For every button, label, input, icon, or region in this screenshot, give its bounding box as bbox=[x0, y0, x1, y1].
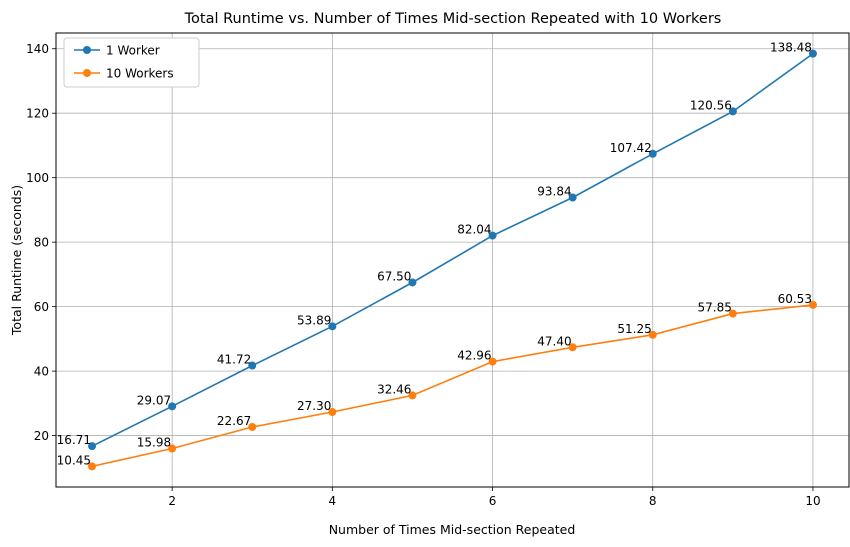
legend: 1 Worker 10 Workers bbox=[63, 37, 200, 88]
x-axis-label: Number of Times Mid-section Repeated bbox=[329, 522, 576, 537]
data-point bbox=[168, 402, 177, 411]
data-label: 57.85 bbox=[697, 301, 731, 315]
plot-frame bbox=[55, 32, 850, 488]
x-tick-label: 6 bbox=[489, 494, 497, 508]
data-point bbox=[808, 300, 817, 309]
data-label: 82.04 bbox=[457, 223, 491, 237]
series-line-1-worker bbox=[91, 52, 814, 447]
data-label: 60.53 bbox=[778, 292, 812, 306]
x-tick-label: 2 bbox=[168, 494, 176, 508]
data-point bbox=[88, 462, 97, 471]
x-tick-label: 8 bbox=[649, 494, 657, 508]
data-label: 51.25 bbox=[617, 322, 651, 336]
data-point bbox=[248, 361, 257, 370]
y-tick-label: 100 bbox=[26, 171, 49, 185]
data-point bbox=[408, 278, 417, 287]
data-point bbox=[568, 343, 577, 352]
data-point bbox=[648, 149, 657, 158]
data-point bbox=[328, 408, 337, 417]
chart-title: Total Runtime vs. Number of Times Mid-se… bbox=[184, 11, 722, 27]
axes bbox=[55, 32, 850, 488]
data-point bbox=[488, 231, 497, 240]
data-label: 15.98 bbox=[137, 436, 171, 450]
data-point bbox=[728, 107, 737, 116]
legend-marker-1-worker bbox=[83, 46, 91, 54]
data-label: 67.50 bbox=[377, 269, 411, 283]
data-point bbox=[408, 391, 417, 400]
data-label: 120.56 bbox=[690, 98, 732, 112]
data-point bbox=[728, 309, 737, 318]
data-label: 138.48 bbox=[770, 41, 812, 55]
series-layer: 16.71 29.07 41.72 53.89 67.50 82.04 93.84 107.4… bbox=[57, 41, 817, 471]
y-tick-label: 60 bbox=[34, 300, 49, 314]
x-tick-label: 4 bbox=[329, 494, 337, 508]
legend-label-1-worker: 1 Worker bbox=[106, 44, 160, 58]
y-tick-label: 140 bbox=[26, 42, 49, 56]
data-label: 42.96 bbox=[457, 349, 491, 363]
data-point bbox=[168, 444, 177, 453]
data-label: 41.72 bbox=[217, 353, 251, 367]
data-label: 22.67 bbox=[217, 414, 251, 428]
data-label: 47.40 bbox=[537, 334, 571, 348]
data-label: 93.84 bbox=[537, 185, 571, 199]
legend-label-10-workers: 10 Workers bbox=[106, 67, 174, 81]
y-tick-label: 40 bbox=[34, 365, 49, 379]
data-point bbox=[648, 330, 657, 339]
data-label: 29.07 bbox=[137, 393, 171, 407]
legend-marker-10-workers bbox=[83, 69, 91, 77]
data-point bbox=[488, 357, 497, 366]
series-1-worker: 16.71 29.07 41.72 53.89 67.50 82.04 93.84 107.4… bbox=[57, 41, 817, 451]
data-label: 107.42 bbox=[610, 141, 652, 155]
series-line-10-workers bbox=[91, 304, 814, 468]
data-point bbox=[248, 422, 257, 431]
y-tick-label: 80 bbox=[34, 236, 49, 250]
y-axis-label: Total Runtime (seconds) bbox=[9, 185, 24, 336]
y-tick-label: 120 bbox=[26, 107, 49, 121]
data-point bbox=[808, 49, 817, 58]
y-tick-label: 20 bbox=[34, 429, 49, 443]
data-label: 32.46 bbox=[377, 382, 411, 396]
series-10-workers: 10.45 15.98 22.67 27.30 32.46 42.96 47.40 51.25… bbox=[57, 292, 817, 471]
data-point bbox=[88, 442, 97, 451]
data-label: 10.45 bbox=[57, 453, 91, 467]
data-point bbox=[328, 322, 337, 331]
ticks: 2 4 6 8 10 20 40 60 80 100 120 140 bbox=[26, 42, 821, 508]
data-label: 27.30 bbox=[297, 399, 331, 413]
data-point bbox=[568, 193, 577, 202]
data-label: 53.89 bbox=[297, 313, 331, 327]
x-tick-label: 10 bbox=[805, 494, 820, 508]
data-label: 16.71 bbox=[57, 433, 91, 447]
